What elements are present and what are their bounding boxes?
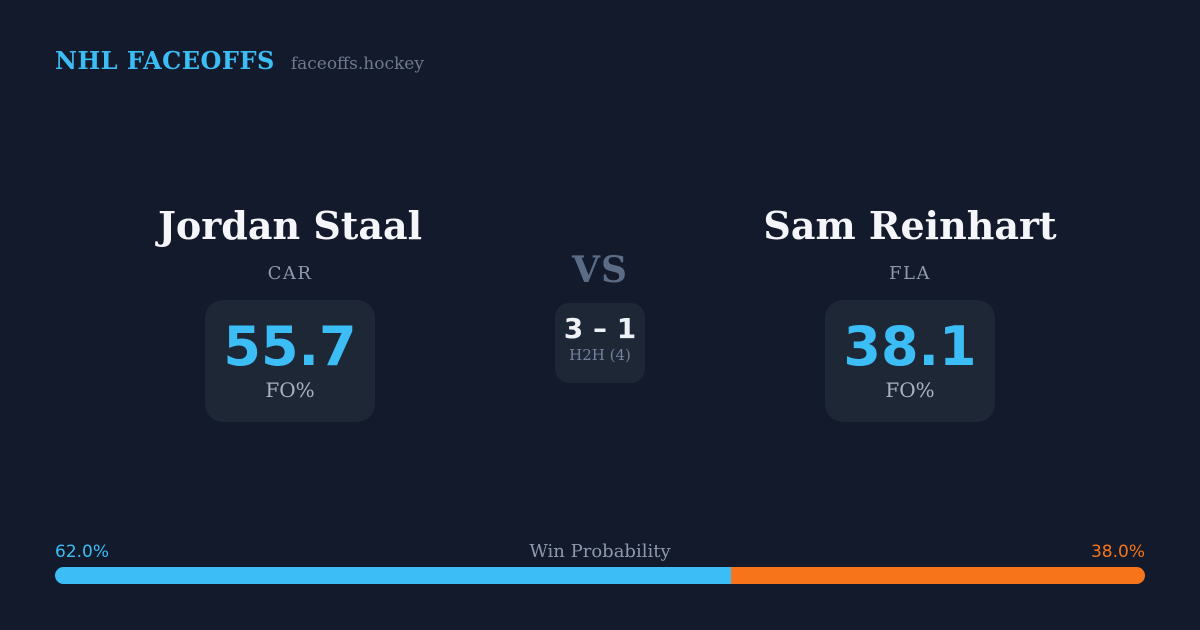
win-prob-right-pct: 38.0% xyxy=(1090,542,1145,562)
player-right-column: Sam Reinhart FLA 38.1 FO% xyxy=(725,203,1095,422)
player-left-stat-label: FO% xyxy=(265,378,315,402)
win-prob-bar xyxy=(55,567,1145,584)
player-right-stat-value: 38.1 xyxy=(843,315,977,378)
win-prob-bar-right-segment xyxy=(730,567,1145,584)
win-probability-labels: 62.0% Win Probability 38.0% xyxy=(55,541,1145,563)
win-prob-bar-left-segment xyxy=(55,567,731,584)
vs-label: VS xyxy=(572,249,628,291)
player-right-stat-card: 38.1 FO% xyxy=(825,300,995,422)
player-right-stat-label: FO% xyxy=(885,378,935,402)
vs-block: VS 3 – 1 H2H (4) xyxy=(540,248,660,383)
h2h-score: 3 – 1 xyxy=(563,312,637,345)
player-left-name: Jordan Staal xyxy=(157,203,423,248)
brand-title: NHL FACEOFFS xyxy=(55,46,275,75)
player-left-stat-value: 55.7 xyxy=(223,315,357,378)
player-left-column: Jordan Staal CAR 55.7 FO% xyxy=(105,203,475,422)
h2h-label: H2H (4) xyxy=(569,346,631,364)
h2h-card: 3 – 1 H2H (4) xyxy=(555,303,645,383)
player-left-stat-card: 55.7 FO% xyxy=(205,300,375,422)
win-prob-title: Win Probability xyxy=(529,541,671,562)
player-right-team: FLA xyxy=(889,263,931,284)
player-right-name: Sam Reinhart xyxy=(763,203,1057,248)
win-prob-left-pct: 62.0% xyxy=(55,542,110,562)
player-left-team: CAR xyxy=(267,263,313,284)
site-url: faceoffs.hockey xyxy=(290,54,424,74)
header: NHL FACEOFFS faceoffs.hockey xyxy=(55,46,424,75)
